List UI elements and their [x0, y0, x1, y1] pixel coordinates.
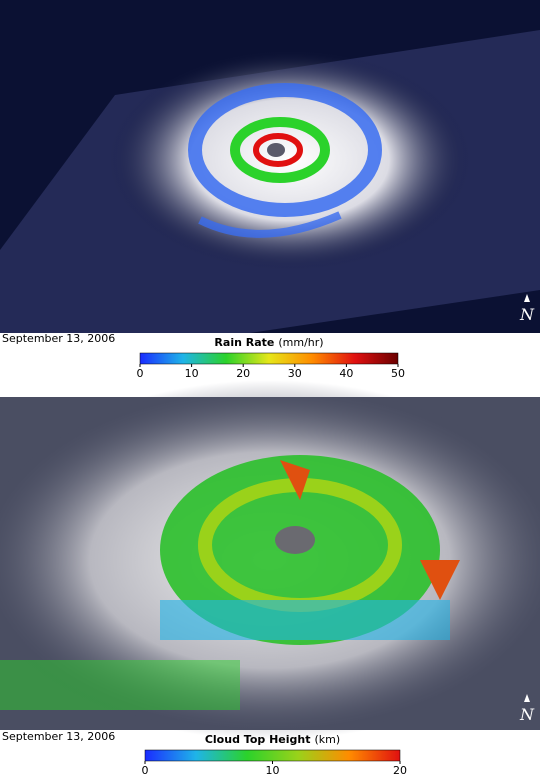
colorbar	[139, 352, 399, 365]
date: September 13, 2006	[2, 730, 115, 743]
north-arrow	[524, 294, 530, 302]
tick-label: 30	[288, 367, 302, 380]
date: September 13, 2006	[2, 332, 115, 345]
north-label: N	[519, 705, 535, 724]
tick-label: 20	[236, 367, 250, 380]
panel: N September 13, 2006 Cloud Top Height (km) 0…	[2, 694, 535, 776]
cloud-height-image	[0, 380, 540, 740]
colorbar-title-text: Rain Rate	[214, 336, 274, 349]
tick-label: 40	[339, 367, 353, 380]
colorbar-unit: (mm/hr)	[278, 336, 323, 349]
tick-label: 10	[266, 764, 280, 776]
rain-rate-image	[0, 0, 540, 333]
colorbar-title: Cloud Top Height (km)	[205, 733, 340, 746]
north-arrow	[524, 694, 530, 702]
tick-label: 20	[393, 764, 407, 776]
colorbar-title-text: Cloud Top Height	[205, 733, 311, 746]
panel: N September 13, 2006 Rain Rate (mm/hr) 0 10 20…	[2, 294, 535, 380]
colorbar	[144, 749, 401, 762]
tick-label: 0	[137, 367, 144, 380]
colorbar-title: Rain Rate (mm/hr)	[214, 336, 323, 349]
tick-label: 10	[185, 367, 199, 380]
north-label: N	[519, 305, 535, 324]
tick-label: 0	[142, 764, 149, 776]
colorbar-unit: (km)	[314, 733, 340, 746]
tick-label: 50	[391, 367, 405, 380]
